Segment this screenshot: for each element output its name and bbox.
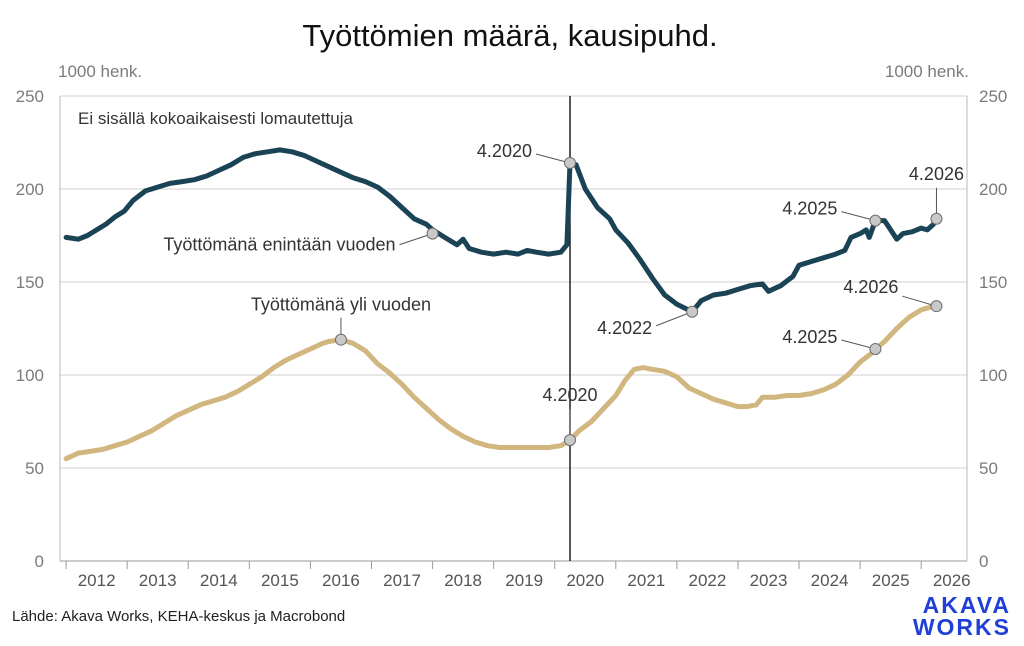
annotation-label: 4.2025 <box>782 199 837 219</box>
annotation-leader <box>655 311 693 327</box>
logo-line-2: WORKS <box>913 614 1011 640</box>
series-label: Työttömänä yli vuoden <box>251 295 431 315</box>
gridlines <box>60 95 967 562</box>
y-tick-label-right: 200 <box>979 180 1007 199</box>
series-line-long <box>63 303 939 462</box>
annotation-marker <box>869 214 882 227</box>
right-axis-unit: 1000 henk. <box>885 62 969 81</box>
chart-note: Ei sisällä kokoaikaisesti lomautettuja <box>78 109 354 128</box>
x-tick-label: 2019 <box>505 571 543 590</box>
annotation-label: 4.2026 <box>843 277 898 297</box>
y-tick-label-left: 250 <box>16 87 44 106</box>
annotation-marker <box>930 212 943 225</box>
series-line-short <box>63 147 939 315</box>
y-tick-label-right: 250 <box>979 87 1007 106</box>
y-tick-label-left: 150 <box>16 273 44 292</box>
chart-title: Työttömien määrä, kausipuhd. <box>302 18 717 53</box>
x-tick-label: 2023 <box>750 571 788 590</box>
axes: 0 0 50 50 100 100 150 150 200 200 250 250 2012 2013 20… <box>16 87 1008 590</box>
annotation-marker <box>869 342 882 355</box>
left-axis-unit: 1000 henk. <box>58 62 142 81</box>
x-tick-label: 2022 <box>689 571 727 590</box>
source-text: Lähde: Akava Works, KEHA-keskus ja Macro… <box>12 608 345 625</box>
x-tick-label: 2017 <box>383 571 421 590</box>
annotation-marker <box>686 305 699 318</box>
annotation-label: 4.2025 <box>782 327 837 347</box>
x-tick-label: 2012 <box>78 571 116 590</box>
x-tick-label: 2015 <box>261 571 299 590</box>
annotation-label: 4.2026 <box>909 164 964 184</box>
y-tick-label-left: 0 <box>35 552 44 571</box>
series-label-marker <box>426 227 439 240</box>
x-tick-label: 2024 <box>811 571 849 590</box>
annotation-label: 4.2022 <box>597 318 652 338</box>
x-tick-label: 2014 <box>200 571 238 590</box>
annotations: 4.2020 4.2022 4.2025 4.2026 4.2020 4.2025 4.20… <box>477 141 964 447</box>
annotation-label: 4.2020 <box>542 385 597 405</box>
y-tick-label-right: 100 <box>979 366 1007 385</box>
series-label: Työttömänä enintään vuoden <box>163 235 395 255</box>
x-tick-label: 2026 <box>933 571 971 590</box>
x-tick-label: 2013 <box>139 571 177 590</box>
x-tick-label: 2020 <box>566 571 604 590</box>
y-tick-label-left: 50 <box>25 459 44 478</box>
x-tick-label: 2018 <box>444 571 482 590</box>
annotation-marker <box>563 434 576 447</box>
akava-works-logo: AKAVA WORKS <box>913 592 1011 640</box>
series-lines <box>63 147 939 462</box>
logo-line-1: AKAVA <box>923 592 1011 618</box>
series-labels: Työttömänä enintään vuoden Työttömänä yli… <box>163 227 439 346</box>
x-tick-label: 2021 <box>627 571 665 590</box>
x-tick-label: 2016 <box>322 571 360 590</box>
y-tick-label-right: 0 <box>979 552 988 571</box>
annotation-marker <box>930 300 943 313</box>
annotation-marker <box>563 156 576 169</box>
y-tick-label-left: 200 <box>16 180 44 199</box>
series-label-marker <box>334 333 347 346</box>
y-tick-label-left: 100 <box>16 366 44 385</box>
y-tick-label-right: 50 <box>979 459 998 478</box>
annotation-label: 4.2020 <box>477 141 532 161</box>
x-tick-label: 2025 <box>872 571 910 590</box>
y-tick-label-right: 150 <box>979 273 1007 292</box>
